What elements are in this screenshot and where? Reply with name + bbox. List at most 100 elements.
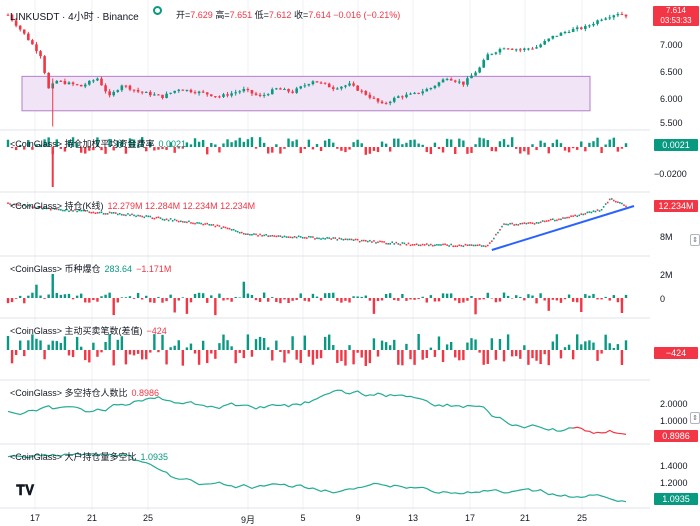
tradingview-logo-icon[interactable]: 𝐓𝐕: [16, 482, 35, 498]
expand-pane-button[interactable]: ⇕: [690, 234, 700, 246]
candle-body: [14, 20, 18, 26]
liquidation-bar: [620, 298, 624, 313]
oi-mark: [452, 245, 455, 248]
open-label: 开=: [176, 10, 191, 20]
candle-body: [6, 14, 10, 16]
candle-body: [421, 91, 425, 94]
oi-mark: [155, 216, 158, 219]
pane-funding-label[interactable]: <CoinGlass> 持仓加权平均资金费率 0.0021: [10, 137, 186, 150]
candle-body: [401, 96, 404, 98]
long-short-ratio-line-recent: [572, 426, 627, 435]
liquidation-bar: [287, 298, 290, 303]
oi-mark: [212, 224, 215, 226]
oi-mark: [245, 233, 247, 235]
oi-mark: [468, 244, 471, 246]
candle-body: [543, 41, 546, 45]
taker-bar: [332, 345, 335, 350]
funding-bar: [157, 147, 160, 150]
oi-mark: [86, 209, 89, 212]
funding-bar: [279, 147, 282, 154]
candle-body: [584, 26, 587, 29]
expand-pane-button[interactable]: ⇕: [690, 412, 700, 424]
funding-bar: [6, 139, 10, 147]
top-lsr-tick: 1.2000: [660, 478, 688, 488]
liquidation-bar: [128, 296, 132, 298]
funding-bar: [531, 144, 534, 147]
funding-bar: [555, 139, 559, 147]
pane-top-lsr-label[interactable]: <CoinGlass> 大户持仓量多空比 1.0935: [10, 450, 168, 463]
taker-bar: [417, 334, 420, 350]
candle-body: [352, 83, 355, 86]
taker-bar: [458, 350, 461, 361]
taker-bar: [388, 345, 392, 350]
price-tick: 5.500: [660, 118, 683, 128]
candle-body: [47, 72, 50, 89]
candle-body: [108, 91, 111, 96]
liquidation-bar: [445, 293, 449, 298]
liquidation-bar: [108, 292, 111, 298]
candle-body: [510, 48, 514, 50]
candle-body: [604, 18, 607, 20]
liquidation-bar: [527, 294, 530, 298]
taker-bar: [376, 350, 380, 357]
funding-bar: [55, 139, 58, 147]
oi-mark: [428, 244, 430, 247]
liquidation-bar: [169, 294, 172, 298]
taker-bar: [177, 340, 180, 350]
oi-mark: [562, 217, 564, 219]
oi-mark: [232, 228, 235, 231]
liquidation-bar: [59, 294, 63, 298]
liquidation-bar: [79, 293, 83, 298]
funding-bar: [620, 147, 624, 149]
funding-bar: [388, 147, 392, 152]
taker-bar: [531, 350, 534, 359]
candle-body: [327, 83, 331, 88]
funding-bar: [222, 143, 225, 147]
funding-bar: [319, 147, 323, 152]
funding-bar: [397, 138, 400, 147]
oi-mark: [308, 235, 310, 238]
taker-bar: [348, 345, 351, 350]
liquidation-bar: [279, 298, 282, 304]
symbol-title[interactable]: LINKUSDT · 4小时 · Binance: [10, 12, 139, 23]
pane-taker-label[interactable]: <CoinGlass> 主动买卖笔数(差值) −424: [10, 324, 167, 337]
candle-body: [189, 89, 193, 93]
taker-bar: [502, 350, 506, 362]
pane-liq-label[interactable]: <CoinGlass> 币种爆仓 283.64 −1.171M: [10, 262, 171, 275]
taker-bar: [210, 350, 213, 354]
oi-mark: [434, 244, 436, 247]
funding-bar: [197, 141, 201, 147]
taker-bar: [39, 340, 42, 350]
liquidation-bar: [88, 298, 91, 303]
oi-mark: [175, 219, 178, 222]
oi-mark: [177, 220, 180, 223]
oi-mark: [17, 204, 19, 206]
liquidation-bar: [486, 292, 489, 298]
funding-bar: [88, 147, 91, 151]
funding-bar: [519, 147, 522, 154]
pane-oi-label[interactable]: <CoinGlass> 持仓(K线) 12.279M 12.284M 12.234…: [10, 199, 255, 212]
candle-body: [506, 48, 510, 50]
liquidation-bar: [368, 298, 372, 301]
liquidation-bar: [242, 281, 246, 298]
funding-bar: [136, 144, 140, 147]
candle-body: [307, 84, 311, 86]
candle-body: [323, 82, 327, 84]
liquidation-bar: [311, 293, 315, 298]
oi-mark: [228, 227, 231, 230]
oi-tick: 8M: [660, 232, 673, 242]
liquidation-bar: [120, 297, 124, 298]
oi-mark: [488, 242, 491, 244]
oi-mark: [539, 221, 542, 224]
candle-body: [63, 81, 67, 85]
oi-mark: [602, 206, 605, 208]
funding-bar: [18, 144, 22, 147]
lsr-tick: 2.0000: [660, 399, 688, 409]
taker-bar: [535, 350, 538, 361]
funding-bar: [348, 147, 351, 150]
funding-bar: [23, 147, 26, 150]
pane-lsr-label[interactable]: <CoinGlass> 多空持仓人数比 0.8986: [10, 386, 159, 399]
liquidation-bar: [153, 298, 156, 303]
taker-bar: [478, 350, 481, 353]
